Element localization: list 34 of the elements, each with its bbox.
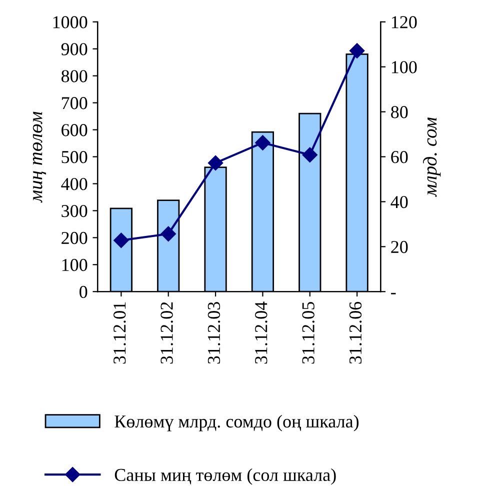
y-tick-label: 500 (62, 150, 88, 164)
point (114, 232, 129, 248)
legend-label: Саны миң төлөм (сол шкала) (114, 468, 336, 485)
y2-tick-label: 20 (391, 240, 408, 254)
y-tick-label: 900 (61, 43, 88, 56)
y-tick-label: 100 (62, 258, 88, 272)
y2-tick-label: 80 (391, 106, 408, 118)
y-tick-label: 300 (62, 204, 88, 218)
point (160, 226, 176, 242)
y2-tick-label: 60 (391, 150, 408, 164)
point (349, 43, 365, 58)
y2-tick-label: 100 (392, 61, 417, 74)
point (255, 135, 270, 150)
y-tick-label: 600 (62, 124, 88, 136)
y-tick-label: 0 (80, 286, 88, 298)
x-tick-label: 31.12.04 (255, 302, 268, 364)
x-tick-label: 31.12.05 (302, 302, 314, 364)
y-tick-label: 800 (61, 70, 88, 82)
point (208, 155, 224, 171)
y2-axis-title: млрд. сом (423, 118, 441, 198)
y-axis-title: миң төлөм (32, 112, 46, 203)
y2-tick-label: - (391, 292, 396, 294)
y-tick-label: 1000 (53, 16, 88, 28)
legend-label: Көлөмү млрд. сомдо (оң шкала) (114, 414, 359, 432)
point (302, 147, 318, 162)
y-tick-label: 200 (62, 232, 88, 244)
x-tick-label: 31.12.02 (160, 302, 173, 364)
x-tick-label: 31.12.06 (349, 302, 362, 364)
x-tick-label: 31.12.03 (208, 302, 220, 364)
x-tick-label: 31.12.01 (114, 302, 126, 364)
y-tick-label: 700 (62, 97, 88, 110)
y-tick-label: 400 (61, 178, 88, 190)
y2-tick-label: 120 (392, 16, 417, 28)
y2-tick-label: 40 (390, 196, 408, 208)
